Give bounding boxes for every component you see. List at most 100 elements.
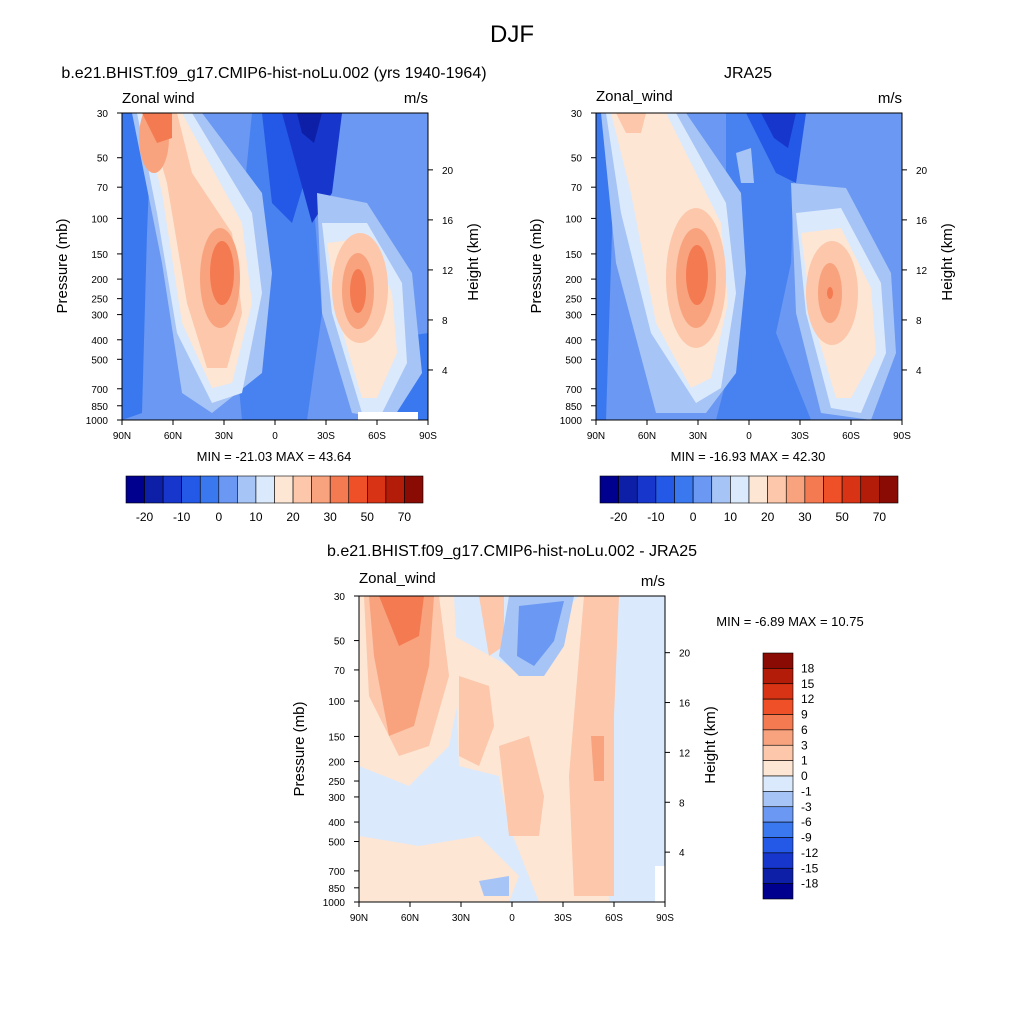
y-tick-label: 50 xyxy=(334,637,346,648)
x-tick-label: 60N xyxy=(164,431,182,442)
units-label: m/s xyxy=(404,90,428,107)
variable-label: Zonal_wind xyxy=(596,88,673,105)
colorbar-swatch xyxy=(674,475,694,504)
colorbar-swatch xyxy=(144,475,164,504)
y-tick-label: 100 xyxy=(565,214,582,225)
y-tick-label: 400 xyxy=(91,336,108,347)
colorbar-label: -1 xyxy=(801,784,812,798)
x-tick-label: 30S xyxy=(791,431,809,442)
colorbar-swatch xyxy=(860,475,880,504)
colorbar-label: 20 xyxy=(286,510,300,524)
panel-title: b.e21.BHIST.f09_g17.CMIP6-hist-noLu.002 … xyxy=(61,65,486,82)
y-tick-label: 300 xyxy=(91,311,108,322)
colorbar-label: 70 xyxy=(398,510,412,524)
colorbar-label: 30 xyxy=(798,510,812,524)
colorbar-swatch xyxy=(823,475,843,504)
colorbar-swatch xyxy=(181,475,201,504)
colorbar-label: 20 xyxy=(761,510,775,524)
y2-axis-label: Height (km) xyxy=(939,223,956,301)
y-tick-label: 30 xyxy=(334,592,346,603)
colorbar-label: -10 xyxy=(647,510,665,524)
x-tick-label: 90N xyxy=(113,431,131,442)
y-tick-label: 1000 xyxy=(323,898,346,909)
y-tick-label: 70 xyxy=(97,183,109,194)
colorbar-swatch xyxy=(125,475,145,504)
colorbar-swatch xyxy=(762,760,794,777)
colorbar-swatch xyxy=(618,475,638,504)
colorbar-swatch xyxy=(292,475,312,504)
x-tick-label: 30S xyxy=(554,913,572,924)
colorbar-swatch xyxy=(329,475,350,504)
y2-tick-label: 8 xyxy=(916,316,922,327)
contour-field xyxy=(122,113,428,420)
y-tick-label: 50 xyxy=(571,154,583,165)
y-axis-label: Pressure (mb) xyxy=(291,701,308,796)
colorbar-label: -20 xyxy=(610,510,628,524)
colorbar-swatch xyxy=(762,652,794,669)
colorbar-swatch xyxy=(311,475,331,504)
y2-axis-label: Height (km) xyxy=(465,223,482,301)
x-tick-label: 30N xyxy=(689,431,707,442)
colorbar-swatch xyxy=(762,729,794,746)
colorbar-label: 0 xyxy=(690,510,697,524)
y2-tick-label: 12 xyxy=(442,266,454,277)
colorbar-swatch xyxy=(692,475,713,504)
colorbar-label: -3 xyxy=(801,800,812,814)
colorbar-swatch xyxy=(762,806,794,823)
colorbar-swatch xyxy=(711,475,731,504)
axes-ticks: 90N 60N 30N 0 30S 60S 90S305070100150200250300… xyxy=(86,109,928,924)
y2-tick-label: 20 xyxy=(679,649,691,660)
y-tick-label: 1000 xyxy=(86,416,109,427)
y-tick-label: 500 xyxy=(565,355,582,366)
x-tick-label: 30S xyxy=(317,431,335,442)
colorbar-swatch xyxy=(879,475,899,504)
colorbar-label: 50 xyxy=(835,510,849,524)
colorbar-swatch xyxy=(762,698,794,715)
colorbar-swatch xyxy=(162,475,182,504)
colorbar-swatch xyxy=(730,475,750,504)
panel-title: b.e21.BHIST.f09_g17.CMIP6-hist-noLu.002 … xyxy=(327,543,697,560)
colorbar-label: -6 xyxy=(801,815,812,829)
panel-title: JRA25 xyxy=(724,65,772,82)
y2-tick-label: 20 xyxy=(442,166,454,177)
x-tick-label: 60S xyxy=(605,913,623,924)
colorbar-swatch xyxy=(762,883,794,900)
colorbar-swatch xyxy=(404,475,424,504)
y2-tick-label: 20 xyxy=(916,166,928,177)
x-tick-label: 0 xyxy=(272,431,278,442)
colorbar-swatch xyxy=(762,714,794,731)
colorbar-label: 30 xyxy=(324,510,338,524)
y-tick-label: 30 xyxy=(571,109,583,120)
colorbar-swatch xyxy=(762,837,794,854)
colorbar-swatch xyxy=(599,475,619,504)
colorbar-swatch xyxy=(748,475,768,504)
y-axis-label: Pressure (mb) xyxy=(528,218,545,313)
contour-field xyxy=(596,113,902,420)
colorbar-swatch xyxy=(762,791,794,808)
figure-title: DJF xyxy=(490,21,534,48)
x-tick-label: 0 xyxy=(509,913,515,924)
y-tick-label: 250 xyxy=(565,295,582,306)
colorbar-label: -12 xyxy=(801,846,819,860)
x-tick-label: 30N xyxy=(215,431,233,442)
x-tick-label: 90S xyxy=(656,913,674,924)
colorbar-label: -10 xyxy=(173,510,191,524)
y-tick-label: 700 xyxy=(328,867,345,878)
y-tick-label: 1000 xyxy=(560,416,583,427)
colorbar-label: 0 xyxy=(215,510,222,524)
colorbar-swatch xyxy=(367,475,387,504)
y-tick-label: 150 xyxy=(328,732,345,743)
y-tick-label: 850 xyxy=(328,884,345,895)
units-label: m/s xyxy=(878,90,902,107)
colorbar-label: -9 xyxy=(801,831,812,845)
colorbar-label: 0 xyxy=(801,769,808,783)
colorbar-swatch xyxy=(762,775,794,792)
y2-tick-label: 16 xyxy=(442,216,454,227)
y-tick-label: 500 xyxy=(91,355,108,366)
colorbar-swatch xyxy=(199,475,220,504)
x-tick-label: 60S xyxy=(368,431,386,442)
panel-difference: b.e21.BHIST.f09_g17.CMIP6-hist-noLu.002 … xyxy=(291,543,864,903)
colorbar-abs: -20 -10 0 10 20 30 50 70 xyxy=(599,475,899,524)
colorbar-swatch xyxy=(762,867,794,884)
